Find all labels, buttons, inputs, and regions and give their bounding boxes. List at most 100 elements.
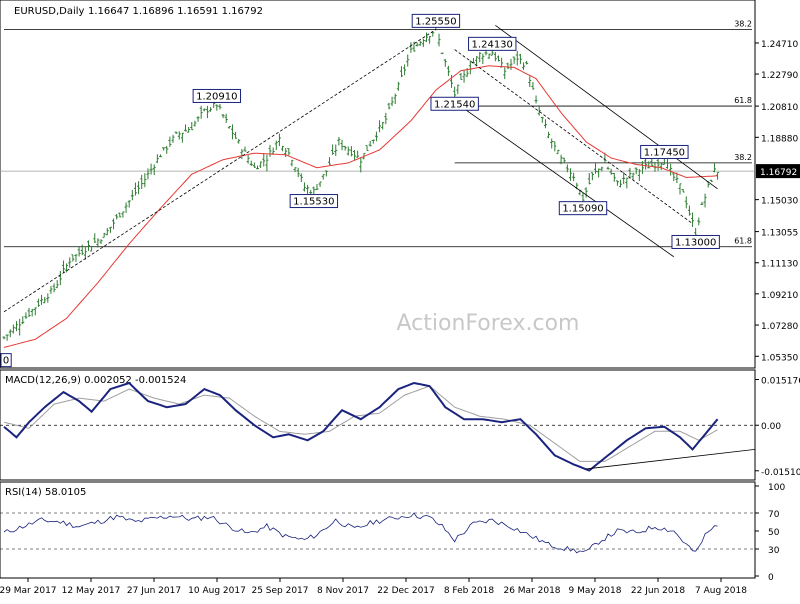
price-bar (340, 139, 344, 151)
price-bar (162, 147, 166, 151)
price-bar (277, 133, 281, 147)
price-bar (691, 212, 695, 227)
price-bar (249, 160, 253, 166)
price-axis-label: 1.24710 (761, 40, 798, 50)
price-bar (594, 163, 598, 174)
price-bar (137, 181, 141, 195)
price-bar (218, 104, 222, 110)
price-bar (83, 247, 87, 260)
price-bar (234, 131, 238, 139)
price-bar (68, 257, 72, 268)
price-bar (302, 182, 306, 192)
price-bar (450, 74, 454, 88)
price-bar (237, 138, 241, 144)
price-bar (8, 329, 12, 338)
trendlines-layer (3, 25, 718, 313)
rsi-axis-label: 30 (768, 546, 780, 556)
price-bar (556, 149, 560, 155)
price-bar (503, 67, 507, 80)
price-bar (381, 121, 385, 130)
price-bar (475, 56, 479, 66)
moving-average-layer (3, 65, 718, 348)
price-bar (108, 226, 112, 233)
price-bar (18, 318, 22, 336)
price-bar (437, 33, 441, 47)
macd-axis-label: -0.015105 (761, 468, 800, 478)
price-bar (634, 167, 638, 175)
price-bar (659, 163, 663, 171)
price-bar (597, 168, 601, 178)
swing-label-text: 1.13000 (675, 237, 716, 248)
price-bar (625, 177, 629, 189)
fib-level-label: 38.2 (734, 153, 752, 162)
price-bar (331, 144, 335, 155)
price-bar (296, 167, 300, 178)
swing-label: 1.15090 (558, 201, 608, 216)
price-bar (193, 120, 197, 127)
price-bar (93, 233, 97, 243)
price-bar (459, 72, 463, 80)
swing-labels-layer: 1.25550 1.24130 1.21540 1.20910 1.17450 1.155… (0, 13, 720, 368)
price-bar (61, 260, 65, 274)
x-axis-label: 25 Sep 2017 (251, 586, 308, 596)
price-bar (509, 58, 513, 70)
price-bar (324, 170, 328, 177)
price-axis-label: 1.09210 (761, 291, 798, 301)
price-bar (418, 40, 422, 46)
price-bar (309, 189, 313, 195)
price-bar (40, 294, 44, 305)
fib-level-label: 61.8 (734, 237, 752, 246)
price-bar (662, 158, 666, 165)
price-bar (468, 60, 472, 75)
price-bar (525, 60, 529, 65)
price-bar (36, 298, 40, 307)
price-bar (130, 189, 134, 201)
swing-label-box (558, 201, 608, 216)
price-bar (515, 50, 519, 66)
price-bar (74, 254, 78, 262)
swing-label-text: 1.20910 (196, 91, 237, 102)
price-bar (230, 124, 234, 140)
price-bar (415, 42, 419, 47)
price-bar (522, 62, 526, 70)
price-axis-label: 1.18880 (761, 134, 798, 144)
swing-label-text: 1.15530 (293, 197, 334, 208)
price-bar (71, 254, 75, 262)
fib-level-label: 61.8 (734, 96, 752, 105)
price-bar (349, 146, 353, 157)
price-bar (612, 172, 616, 182)
price-bar (158, 154, 162, 158)
price-axis-label: 1.20810 (761, 103, 798, 113)
price-bar (105, 227, 109, 236)
price-bar (127, 200, 131, 208)
swing-label-box (192, 88, 242, 103)
price-bar (227, 126, 231, 129)
price-bar (531, 82, 535, 90)
x-axis-label: 22 Dec 2017 (377, 586, 435, 596)
price-bar (581, 192, 585, 202)
price-bar (180, 132, 184, 143)
macd-axis-label: 0.015176 (761, 376, 800, 386)
price-bar (221, 114, 225, 119)
price-bar (149, 163, 153, 175)
price-bar (259, 161, 263, 168)
price-bar (49, 286, 53, 294)
price-bar (487, 53, 491, 60)
price-bar (24, 312, 28, 319)
price-bar (327, 157, 331, 165)
price-bar (315, 184, 319, 190)
price-bar (52, 283, 56, 293)
macd-line (3, 381, 719, 472)
price-bar (390, 96, 394, 107)
price-bar (572, 172, 576, 182)
channel-line (451, 99, 674, 258)
price-bar (609, 168, 613, 175)
rsi-panel-frame (0, 481, 756, 579)
price-bar (656, 158, 660, 171)
price-bar (265, 154, 269, 172)
price-bar (421, 38, 425, 47)
macd-panel-frame (0, 369, 756, 481)
price-bar (700, 201, 704, 205)
price-bar (512, 56, 516, 64)
